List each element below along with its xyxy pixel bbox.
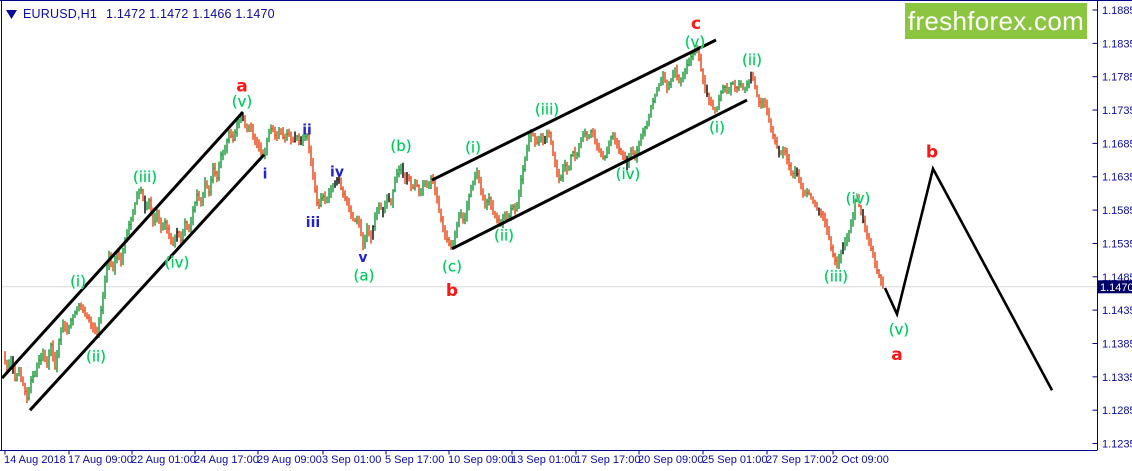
wave-label-green[interactable]: (v) [231,92,253,111]
wave-label-green[interactable]: (iv) [845,189,871,208]
time-axis-label: 13 Sep 01:00 [511,454,576,466]
current-price-tag-label: 1.1470 [1100,282,1132,294]
wave-label-green[interactable]: (i) [709,118,726,137]
time-axis-label: 14 Aug 2018 [4,454,66,466]
candlestick-bars[interactable] [4,44,884,404]
wave-label-green[interactable]: (ii) [86,347,107,366]
wave-label-green[interactable]: (i) [70,272,87,291]
time-axis-label: 10 Sep 09:00 [448,454,513,466]
price-axis-label: 1.1535 [1102,238,1132,250]
wave-label-green[interactable]: (b) [390,137,412,156]
price-axis[interactable]: 1.1885 1.1835 1.1785 1.1735 1.1685 1.1635 1.15… [1092,0,1132,451]
price-axis-label: 1.1885 [1102,5,1132,17]
chart-header: EURUSD,H1 1.1472 1.1472 1.1466 1.1470 [23,7,275,21]
wave-label-red[interactable]: c [691,14,701,34]
time-axis-label: 25 Sep 01:00 [702,454,767,466]
broker-logo: freshforex.com [905,3,1087,39]
wave-label-blue[interactable]: ii [302,123,312,139]
ohlc-quote-label: 1.1472 1.1472 1.1466 1.1470 [106,7,275,21]
time-axis-label: 5 Sep 17:00 [385,454,444,466]
channel-line[interactable] [451,98,748,251]
forecast-zigzag-line[interactable] [883,165,1054,391]
trend-channel-lines[interactable] [0,38,748,412]
wave-label-green[interactable]: (iv) [164,253,190,272]
channel-line[interactable] [431,38,717,182]
price-axis-label: 1.1735 [1102,105,1132,117]
wave-label-green[interactable]: (iii) [534,100,559,119]
time-axis-label: 20 Sep 09:00 [638,454,703,466]
time-axis-label: 2 Oct 09:00 [832,454,889,466]
wave-label-green[interactable]: (iv) [615,165,641,184]
symbol-period-label: EURUSD,H1 [23,7,98,21]
wave-label-green[interactable]: (v) [684,33,706,52]
time-axis-label: 24 Aug 17:00 [194,454,259,466]
price-axis-label: 1.1435 [1102,305,1132,317]
wave-labels[interactable]: (i) (ii) (iii) (iv) (v) (a) (b) (c) (i) (ii) (iii)… [70,14,938,366]
price-axis-label: 1.1285 [1102,405,1132,417]
wave-label-blue[interactable]: iv [330,165,344,181]
wave-label-green[interactable]: (iii) [132,168,157,187]
symbol-marker-triangle-icon [6,10,17,19]
wave-label-red[interactable]: a [891,345,902,365]
price-axis-label: 1.1785 [1102,72,1132,84]
wave-label-blue[interactable]: i [263,167,268,183]
wave-label-green[interactable]: (ii) [494,226,515,245]
price-axis-label: 1.1335 [1102,372,1132,384]
price-axis-label: 1.1835 [1102,38,1132,50]
wave-label-green[interactable]: (i) [465,138,482,157]
wave-label-red[interactable]: b [446,281,458,301]
time-axis-label: 3 Sep 01:00 [322,454,381,466]
time-axis-label: 27 Sep 17:00 [766,454,831,466]
price-axis-label: 1.1585 [1102,205,1132,217]
wave-label-green[interactable]: (v) [888,320,910,339]
current-price-tag: 1.1470 [1098,280,1132,294]
time-axis-label: 17 Sep 17:00 [575,454,640,466]
time-axis-label: 17 Aug 09:00 [68,454,133,466]
wave-label-blue[interactable]: v [358,250,367,266]
time-axis-label: 29 Aug 09:00 [257,454,322,466]
channel-line[interactable] [0,111,245,380]
wave-label-green[interactable]: (a) [353,266,375,285]
chart-borders [0,0,1132,450]
time-axis-label: 22 Aug 01:00 [131,454,196,466]
wave-label-green[interactable]: (c) [442,257,463,276]
price-axis-label: 1.1635 [1102,172,1132,184]
channel-line[interactable] [28,153,266,412]
wave-label-blue[interactable]: iii [306,215,320,231]
price-axis-label: 1.1235 [1102,439,1132,451]
wave-label-red[interactable]: b [926,143,938,163]
wave-label-green[interactable]: (ii) [742,51,763,70]
wave-label-red[interactable]: a [236,77,247,97]
price-axis-label: 1.1385 [1102,338,1132,350]
price-axis-label: 1.1685 [1102,138,1132,150]
wave-label-green[interactable]: (iii) [823,267,848,286]
